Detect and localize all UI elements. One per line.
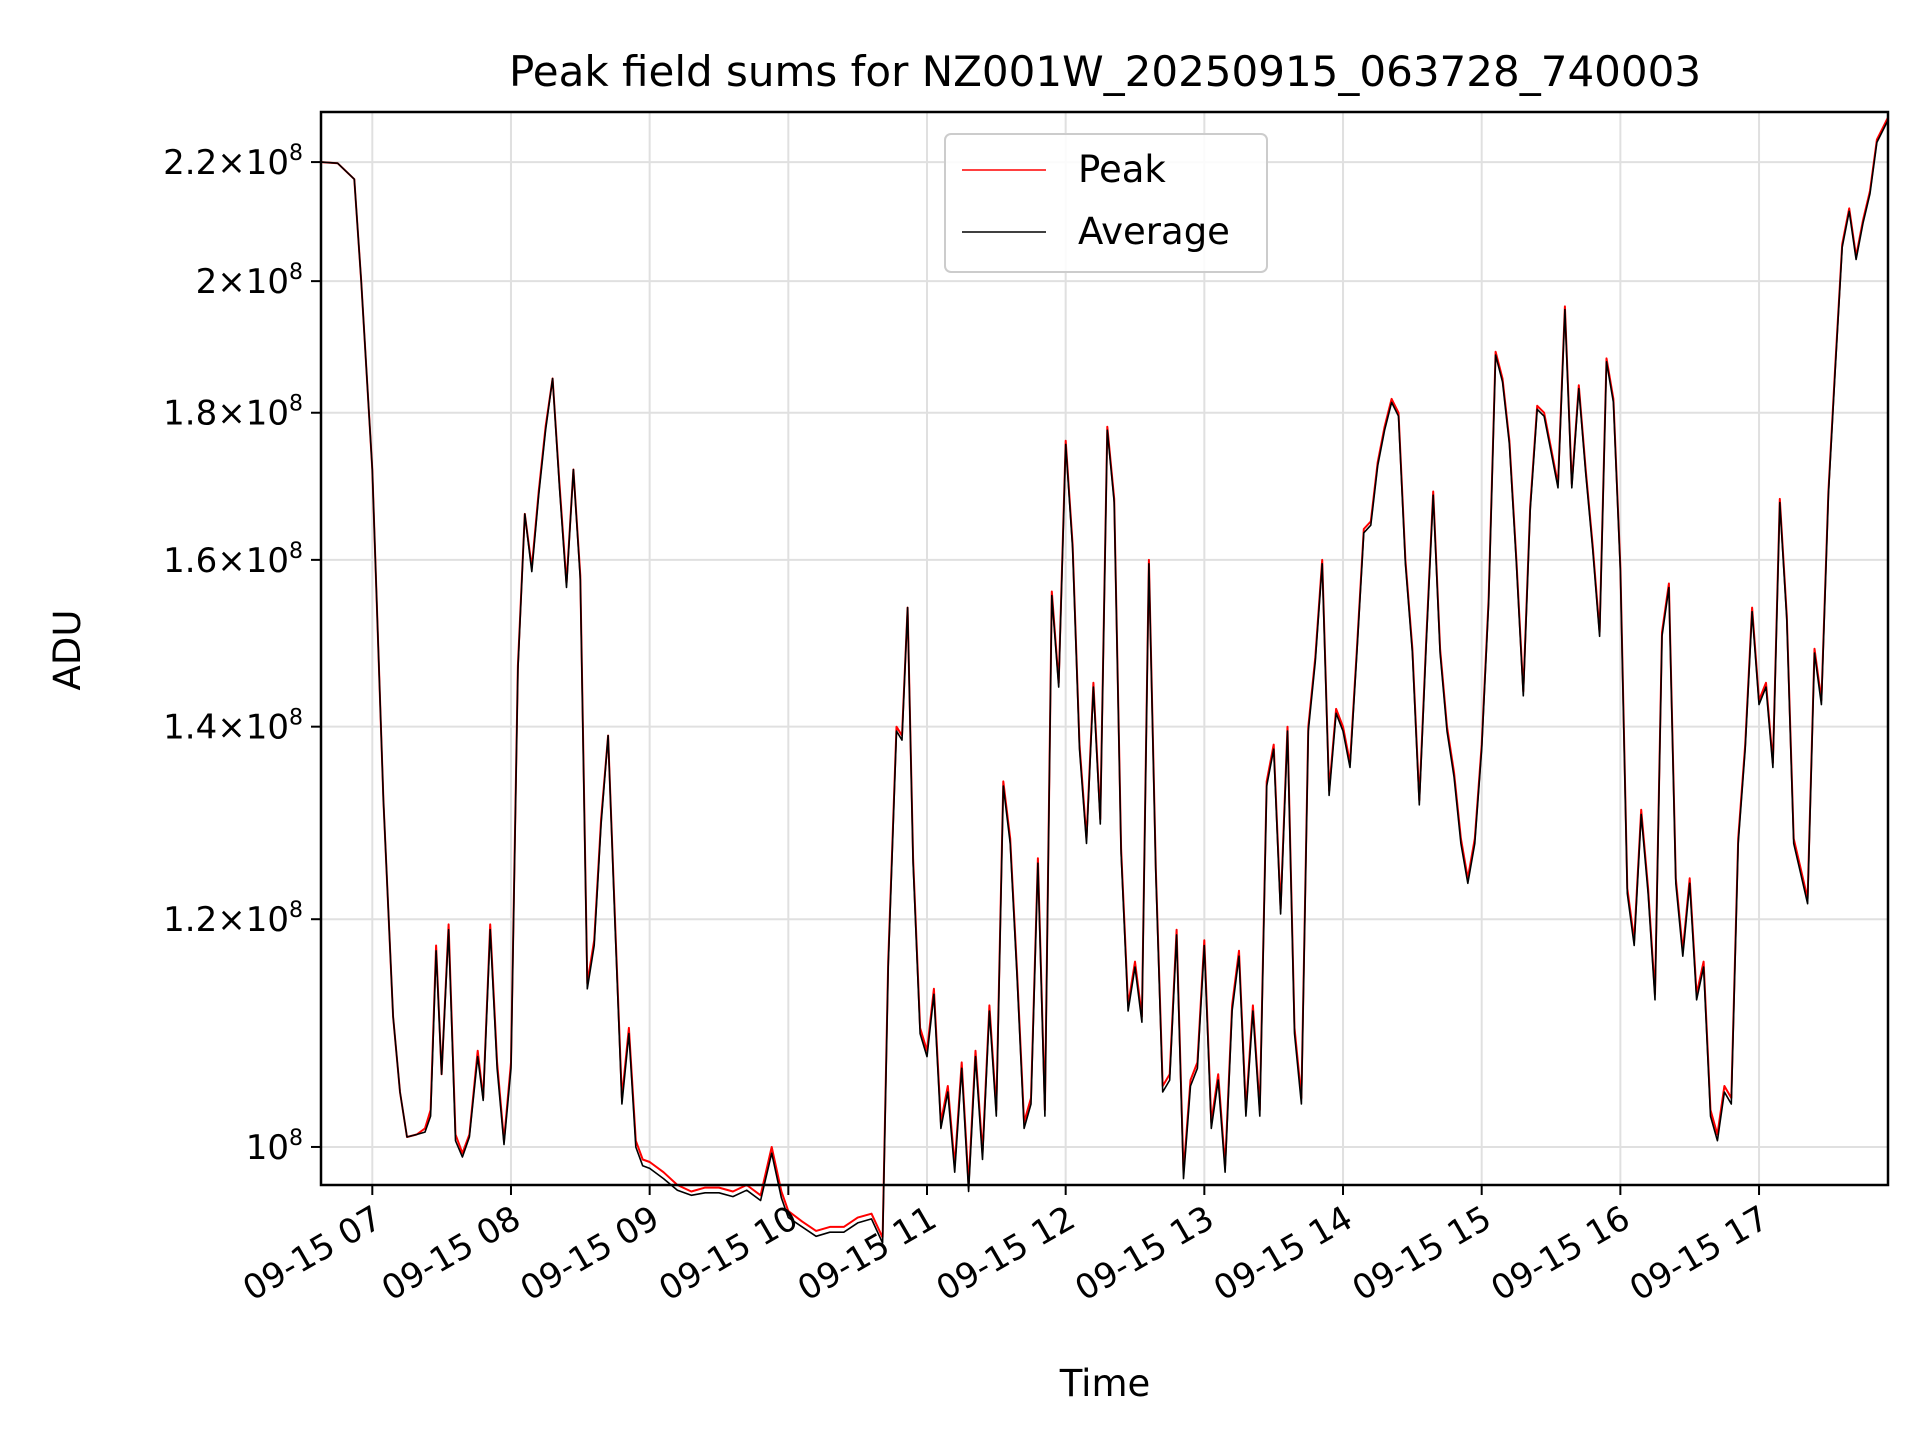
y-tick-label: 1.4×108 bbox=[163, 706, 303, 748]
legend-label-peak: Peak bbox=[1078, 148, 1166, 191]
legend: Peak Average bbox=[944, 133, 1268, 273]
x-tick-label: 09-15 12 bbox=[930, 1198, 1082, 1309]
series-layer bbox=[320, 117, 1889, 1244]
legend-box bbox=[944, 133, 1268, 273]
y-tick-label: 1.6×108 bbox=[163, 539, 303, 581]
x-tick-label: 09-15 09 bbox=[514, 1198, 666, 1309]
x-tick-label: 09-15 10 bbox=[652, 1198, 804, 1309]
x-tick-label: 09-15 07 bbox=[236, 1198, 388, 1309]
x-tick-label: 09-15 15 bbox=[1346, 1198, 1498, 1309]
x-tick-label: 09-15 16 bbox=[1484, 1198, 1636, 1309]
legend-label-average: Average bbox=[1078, 210, 1230, 253]
plot-frame bbox=[319, 110, 1890, 1187]
x-tick-label: 09-15 14 bbox=[1207, 1198, 1359, 1309]
y-tick-label: 2.2×108 bbox=[163, 141, 303, 183]
x-tick-label: 09-15 13 bbox=[1068, 1198, 1220, 1309]
x-tick-label: 09-15 08 bbox=[375, 1198, 527, 1309]
y-axis: 108 1.2×108 1.4×108 1.6×108 1.8×108 2×108 2.2×… bbox=[163, 141, 321, 1168]
series-line-average bbox=[320, 119, 1889, 1244]
y-tick-label: 1.8×108 bbox=[163, 392, 303, 434]
x-tick-label: 09-15 17 bbox=[1623, 1198, 1775, 1309]
y-tick-label: 108 bbox=[246, 1126, 303, 1168]
y-tick-label: 2×108 bbox=[196, 260, 303, 302]
chart-title: Peak field sums for NZ001W_20250915_0637… bbox=[509, 47, 1701, 96]
x-axis-label: Time bbox=[1059, 1362, 1151, 1405]
series-line-peak bbox=[320, 117, 1889, 1239]
y-tick-label: 1.2×108 bbox=[163, 898, 303, 940]
y-axis-label: ADU bbox=[46, 610, 89, 691]
